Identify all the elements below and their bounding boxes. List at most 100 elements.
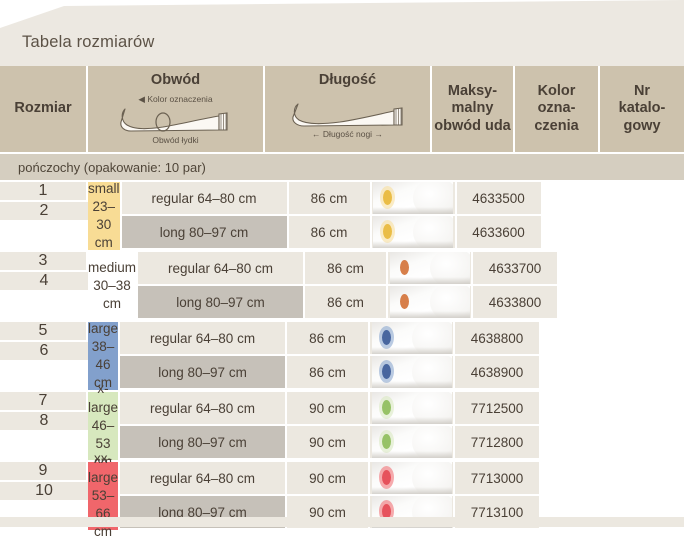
catalog-number-cell: 4633700 bbox=[473, 252, 558, 286]
kolor-line-3: czenia bbox=[534, 117, 579, 134]
column-header-dlugosc-label: Długość bbox=[318, 72, 377, 88]
stocking-photo-icon bbox=[389, 252, 470, 284]
max-thigh-cell: 86 cm bbox=[305, 252, 389, 286]
photo-shadow bbox=[371, 487, 452, 494]
size-number-cell: 8 bbox=[0, 412, 88, 432]
length-cell: regular 64–80 cm bbox=[120, 462, 288, 496]
max-thigh-cell: 90 cm bbox=[287, 426, 371, 460]
size-name-label: x-large bbox=[88, 381, 119, 415]
column-header-kolor-oznaczenia: Kolor ozna- czenia bbox=[515, 66, 600, 154]
section-row-ponczochy: pończochy (opakowanie: 10 par) bbox=[0, 154, 684, 182]
size-number-column: 9 10 bbox=[0, 462, 88, 532]
page-title: Tabela rozmiarów bbox=[22, 33, 155, 51]
color-marking-cell bbox=[370, 392, 456, 426]
stocking-photo-icon bbox=[371, 462, 452, 494]
arrow-right-icon: → bbox=[374, 128, 383, 139]
leg-length-icon: ← Długość nogi → bbox=[267, 89, 428, 150]
color-marking-cell bbox=[370, 462, 456, 496]
size-group: 3 4 medium 30–38 cm regular 64–80 cm 86 cm 463… bbox=[0, 252, 684, 322]
color-marking-cell bbox=[371, 182, 457, 216]
color-marking-cell bbox=[370, 322, 456, 356]
size-name-label: xx-large bbox=[88, 451, 119, 485]
max-thigh-cell: 86 cm bbox=[287, 356, 371, 390]
color-marker bbox=[383, 224, 393, 239]
size-detail-column: regular 64–80 cm 86 cm 4638800 long 80–97 c… bbox=[120, 322, 684, 392]
length-cell: long 80–97 cm bbox=[138, 286, 306, 320]
size-number-cell: 1 bbox=[0, 182, 88, 202]
length-cell: regular 64–80 cm bbox=[121, 182, 289, 216]
color-marker bbox=[381, 400, 391, 415]
dlugosc-caption-text: Długość nogi bbox=[322, 128, 373, 139]
kolor-line-1: Kolor bbox=[537, 83, 576, 100]
section-row-label: pończochy (opakowanie: 10 par) bbox=[0, 154, 684, 182]
size-range-label: 23–30 cm bbox=[92, 198, 116, 251]
max-thigh-cell: 90 cm bbox=[287, 462, 371, 496]
catalog-number-cell: 4633800 bbox=[473, 286, 558, 320]
table-row: regular 64–80 cm 86 cm 4638800 bbox=[120, 322, 684, 356]
column-header-nr-katalogowy: Nr katalo- gowy bbox=[600, 66, 684, 154]
leg-calf-circumference-icon: ◀ Kolor oznaczenia Obwód łydki bbox=[90, 89, 261, 150]
column-header-dlugosc: Długość ← Długość nogi → bbox=[265, 66, 432, 154]
length-cell: regular 64–80 cm bbox=[120, 392, 288, 426]
obwod-caption-top: ◀ Kolor oznaczenia bbox=[138, 95, 212, 104]
size-number-cell: 4 bbox=[0, 272, 88, 292]
size-number-cell: 3 bbox=[0, 252, 88, 272]
color-marking-cell bbox=[388, 252, 474, 286]
photo-shadow bbox=[371, 417, 452, 424]
color-marker bbox=[381, 330, 391, 345]
photo-shadow bbox=[389, 277, 470, 284]
length-cell: regular 64–80 cm bbox=[138, 252, 306, 286]
size-number-cell: 7 bbox=[0, 392, 88, 412]
color-marker bbox=[399, 260, 409, 275]
size-range-label: 38–46 cm bbox=[91, 338, 115, 391]
column-header-rozmiar-label: Rozmiar bbox=[14, 100, 72, 117]
size-name-cell: medium 30–38 cm bbox=[88, 252, 139, 322]
photo-shadow bbox=[373, 241, 454, 248]
catalog-number-cell: 4633500 bbox=[456, 182, 541, 216]
catalog-number-cell: 7712800 bbox=[455, 426, 540, 460]
dlugosc-caption-bottom: ← Długość nogi → bbox=[312, 130, 383, 139]
column-header-obwod: Obwód ◀ Kolor oznaczenia Obwód łydk bbox=[88, 66, 265, 154]
catalog-number-cell: 7712500 bbox=[455, 392, 540, 426]
color-marker bbox=[381, 364, 391, 379]
color-marker bbox=[381, 434, 391, 449]
max-thigh-cell: 86 cm bbox=[288, 182, 372, 216]
table-row: long 80–97 cm 86 cm 4633600 bbox=[121, 216, 684, 250]
catalog-number-cell: 4633600 bbox=[456, 216, 541, 250]
header-banner bbox=[0, 0, 684, 72]
table-row: long 80–97 cm 86 cm 4633800 bbox=[138, 286, 684, 320]
obwod-caption-bottom: Obwód łydki bbox=[152, 134, 199, 145]
nr-katalogowy-line-1: Nr bbox=[633, 83, 651, 100]
length-cell: long 80–97 cm bbox=[121, 216, 289, 250]
table-body: 1 2 small 23–30 cm regular 64–80 cm 86 cm 4633… bbox=[0, 181, 684, 539]
size-group: 1 2 small 23–30 cm regular 64–80 cm 86 cm 4633… bbox=[0, 181, 684, 252]
column-header-maksymalny-obwod-uda: Maksy- malny obwód uda bbox=[432, 66, 515, 154]
photo-shadow bbox=[389, 311, 470, 318]
stocking-photo-icon bbox=[371, 392, 452, 424]
size-name-cell: large 38–46 cm bbox=[88, 321, 121, 392]
leg-length-shape-svg bbox=[291, 103, 403, 127]
size-number-cell: 2 bbox=[0, 202, 88, 222]
color-marker bbox=[381, 504, 391, 519]
photo-shadow bbox=[371, 347, 452, 354]
leg-shape-svg bbox=[119, 107, 228, 132]
max-thigh-cell: 86 cm bbox=[288, 216, 372, 250]
table-row: regular 64–80 cm 90 cm 7712500 bbox=[120, 392, 684, 426]
photo-shadow bbox=[373, 207, 454, 214]
photo-shadow bbox=[371, 381, 452, 388]
size-number-cell: 10 bbox=[0, 482, 88, 502]
length-cell: regular 64–80 cm bbox=[120, 322, 288, 356]
max-thigh-cell: 86 cm bbox=[305, 286, 389, 320]
footer-trim bbox=[0, 517, 684, 527]
table-header-row: Rozmiar Obwód ◀ Kolor oznaczenia bbox=[0, 66, 684, 154]
column-header-obwod-label: Obwód bbox=[150, 72, 201, 88]
stocking-photo-icon bbox=[371, 426, 452, 458]
size-number-cell: 5 bbox=[0, 322, 88, 342]
color-marking-cell bbox=[371, 216, 457, 250]
obwod-caption-top-text: Kolor oznaczenia bbox=[147, 94, 213, 105]
size-name-label: medium bbox=[88, 259, 137, 275]
